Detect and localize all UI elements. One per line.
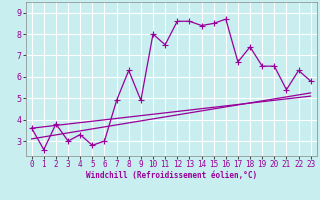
X-axis label: Windchill (Refroidissement éolien,°C): Windchill (Refroidissement éolien,°C) [86,171,257,180]
